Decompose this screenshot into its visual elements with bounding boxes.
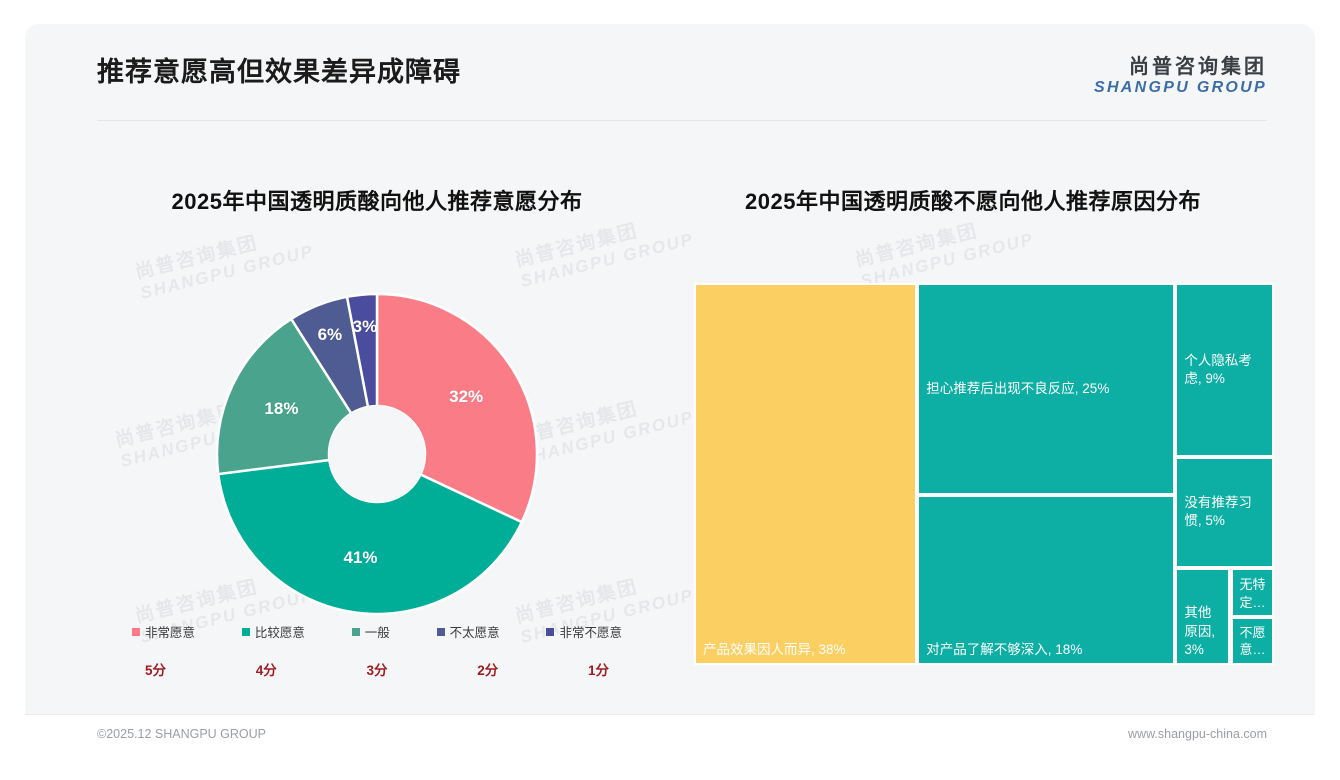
donut-chart-title: 2025年中国透明质酸向他人推荐意愿分布 <box>171 189 583 214</box>
treemap-chart: 产品效果因人而异, 38% 担心推荐后出现不良反应, 25% 对产品了解不够深入, … <box>694 283 1274 665</box>
legend-label: 非常不愿意 <box>559 626 622 640</box>
legend-label: 非常愿意 <box>145 626 196 640</box>
slide-canvas: 尚普咨询集团 SHANGPU GROUP 尚普咨询集团 SHANGPU GROU… <box>25 24 1315 755</box>
brand-logo: 尚普咨询集团 SHANGPU GROUP <box>1094 56 1267 98</box>
treemap-tile-label: 不愿意… <box>1239 624 1266 658</box>
treemap-tile-label: 产品效果因人而异, 38% <box>703 641 846 657</box>
donut-slice-label: 3% <box>352 316 378 336</box>
legend-swatch-icon <box>546 627 555 636</box>
donut-slice-label: 32% <box>449 387 484 407</box>
treemap-tile[interactable]: 没有推荐习惯, 5% <box>1175 456 1274 568</box>
treemap-tile[interactable]: 对产品了解不够深入, 18% <box>917 495 1176 665</box>
donut-slice-label: 18% <box>264 399 299 419</box>
treemap-tile[interactable]: 不愿意… <box>1230 617 1274 665</box>
score-label: 5分 <box>145 663 167 678</box>
treemap-tile-label: 无特定… <box>1239 577 1266 610</box>
legend-label: 比较愿意 <box>254 626 305 640</box>
header: 推荐意愿高但效果差异成障碍 尚普咨询集团 SHANGPU GROUP <box>25 24 1315 120</box>
legend-swatch-icon <box>132 627 140 636</box>
score-label: 3分 <box>366 663 388 678</box>
treemap-tile-label: 对产品了解不够深入, 18% <box>926 641 1083 657</box>
treemap-tile[interactable]: 产品效果因人而异, 38% <box>694 283 918 665</box>
donut-svg <box>215 292 539 616</box>
donut-hole <box>329 406 425 502</box>
donut-legend: 非常愿意 比较愿意 一般 不太愿意 非常不愿意 <box>117 622 637 641</box>
treemap-tile-label: 没有推荐习惯, 5% <box>1184 494 1252 529</box>
legend-swatch-icon <box>436 627 445 636</box>
treemap-tile[interactable]: 担心推荐后出现不良反应, 25% <box>917 283 1176 495</box>
donut-slice-label: 41% <box>343 548 378 568</box>
legend-item[interactable]: 非常不愿意 <box>546 622 622 641</box>
website-url[interactable]: www.shangpu-china.com <box>1128 727 1267 741</box>
treemap-tile-label: 个人隐私考虑, 9% <box>1184 352 1252 386</box>
score-label: 2分 <box>477 663 499 678</box>
legend-label: 不太愿意 <box>449 626 500 640</box>
donut-chart-panel: 2025年中国透明质酸向他人推荐意愿分布 32% 41% 18% 6% 3% 非常愿意 比… <box>97 144 657 704</box>
legend-label: 一般 <box>364 626 390 640</box>
treemap-tile-label: 担心推荐后出现不良反应, 25% <box>926 380 1110 396</box>
legend-item[interactable]: 不太愿意 <box>436 622 500 641</box>
treemap-tile[interactable]: 无特定… <box>1230 567 1274 618</box>
copyright-text: ©2025.12 SHANGPU GROUP <box>97 727 266 741</box>
logo-chinese-text: 尚普咨询集团 <box>1129 56 1267 78</box>
donut-slice-label: 6% <box>317 324 343 344</box>
logo-english-text: SHANGPU GROUP <box>1093 79 1267 96</box>
donut-chart: 32% 41% 18% 6% 3% <box>127 254 627 654</box>
treemap-chart-title: 2025年中国透明质酸不愿向他人推荐原因分布 <box>745 189 1201 214</box>
legend-swatch-icon <box>241 627 250 636</box>
score-label: 1分 <box>587 663 609 678</box>
legend-item[interactable]: 比较愿意 <box>241 622 305 641</box>
legend-swatch-icon <box>351 627 360 636</box>
treemap-tile-label: 其他原因, 3% <box>1184 605 1216 657</box>
legend-item[interactable]: 一般 <box>351 622 390 641</box>
treemap-panel: 2025年中国透明质酸不愿向他人推荐原因分布 产品效果因人而异, 38% 担心推荐… <box>673 144 1274 704</box>
footer-bar: ©2025.12 SHANGPU GROUP www.shangpu-china… <box>25 714 1315 755</box>
treemap-tile[interactable]: 个人隐私考虑, 9% <box>1175 283 1274 457</box>
page-title: 推荐意愿高但效果差异成障碍 <box>97 57 461 87</box>
treemap-tile[interactable]: 其他原因, 3% <box>1175 567 1231 665</box>
header-divider <box>97 120 1267 121</box>
donut-score-axis: 5分 4分 3分 2分 1分 <box>117 659 637 679</box>
score-label: 4分 <box>255 663 277 678</box>
legend-item[interactable]: 非常愿意 <box>132 622 195 641</box>
